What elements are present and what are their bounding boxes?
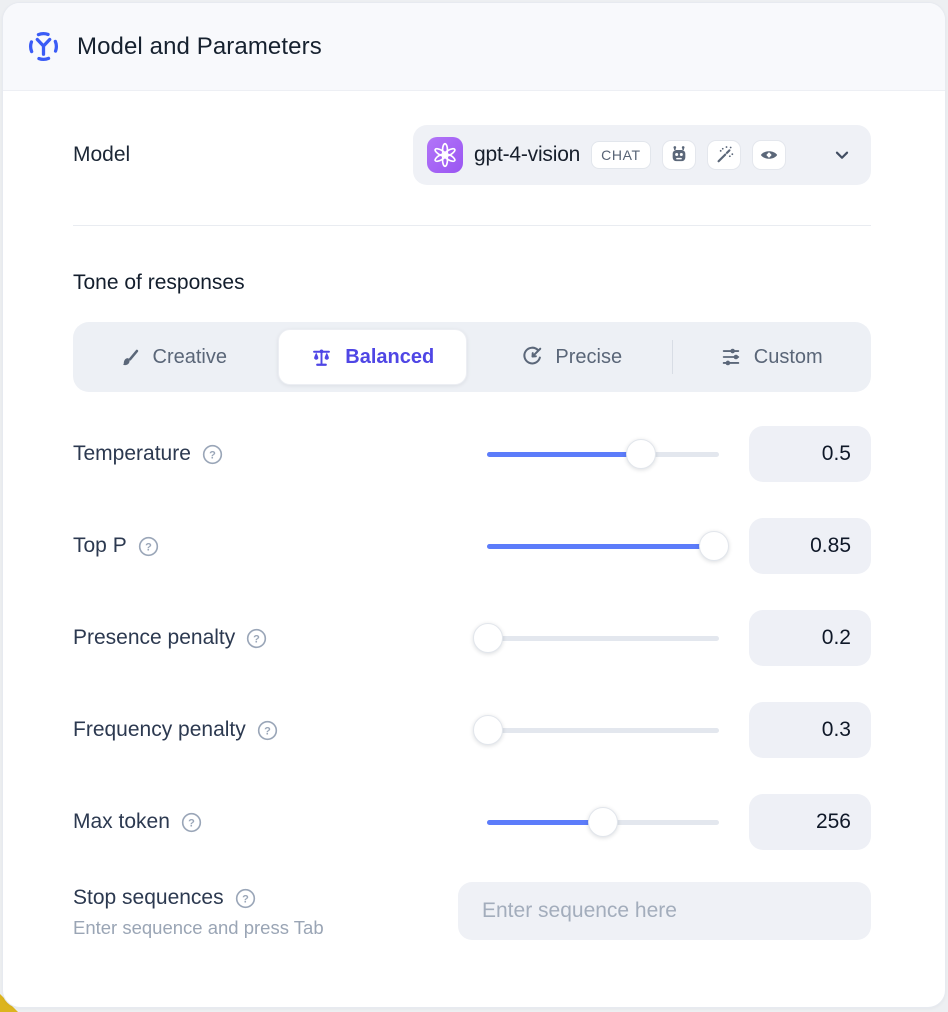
robot-icon — [661, 140, 696, 170]
tab-label: Precise — [555, 345, 623, 368]
stop-sequences-input[interactable] — [458, 882, 871, 940]
panel-header: Model and Parameters — [3, 3, 945, 91]
param-label: Presence penalty ? — [73, 626, 268, 650]
tab-balanced[interactable]: Balanced — [277, 329, 467, 385]
target-arrow-icon — [521, 346, 543, 368]
param-label-text: Presence penalty — [73, 626, 236, 649]
model-hub-icon — [27, 30, 60, 63]
tab-label: Custom — [753, 345, 823, 368]
param-label-text: Max token — [73, 810, 170, 833]
help-icon[interactable]: ? — [137, 535, 160, 558]
param-label: Max token ? — [73, 810, 203, 834]
param-row-max-token: Max token ? 256 — [73, 792, 871, 852]
help-icon[interactable]: ? — [180, 811, 203, 834]
tab-label: Balanced — [345, 345, 435, 368]
stop-sequences-helper: Enter sequence and press Tab — [73, 917, 324, 938]
param-value[interactable]: 0.2 — [749, 610, 871, 666]
param-slider[interactable] — [487, 807, 719, 837]
svg-text:?: ? — [209, 449, 216, 461]
param-label: Temperature ? — [73, 442, 224, 466]
slider-fill — [487, 543, 715, 549]
slider-track — [473, 623, 719, 653]
eye-icon — [751, 140, 786, 170]
openai-logo-icon — [427, 137, 463, 173]
model-label: Model — [73, 143, 131, 166]
param-label: Top P ? — [73, 534, 160, 558]
model-row: Model gpt-4-vision CH — [73, 125, 871, 185]
slider-fill — [487, 819, 603, 825]
stop-sequences-row: Stop sequences ? Enter sequence and pres… — [73, 882, 871, 940]
paintbrush-icon — [119, 346, 141, 368]
tab-label: Creative — [152, 345, 227, 368]
model-name: gpt-4-vision — [474, 143, 581, 166]
slider-thumb[interactable] — [626, 439, 657, 469]
slider-track — [473, 715, 719, 745]
param-slider[interactable] — [487, 439, 719, 469]
svg-text:?: ? — [264, 725, 271, 737]
svg-text:?: ? — [242, 893, 249, 905]
slider-track — [487, 439, 719, 469]
svg-text:?: ? — [188, 817, 195, 829]
param-row-frequency-penalty: Frequency penalty ? 0.3 — [73, 700, 871, 760]
param-label-text: Frequency penalty — [73, 718, 246, 741]
param-value[interactable]: 0.3 — [749, 702, 871, 758]
tab-custom[interactable]: Custom — [672, 322, 872, 392]
param-value[interactable]: 0.85 — [749, 518, 871, 574]
param-value[interactable]: 0.5 — [749, 426, 871, 482]
param-label: Frequency penalty ? — [73, 718, 279, 742]
stop-sequences-label-block: Stop sequences ? Enter sequence and pres… — [73, 882, 324, 940]
tab-divider — [671, 340, 673, 374]
help-icon[interactable]: ? — [256, 719, 279, 742]
param-value[interactable]: 256 — [749, 794, 871, 850]
balance-scale-icon — [310, 346, 333, 369]
param-label-text: Temperature — [73, 442, 191, 465]
slider-track — [487, 531, 730, 561]
param-label-text: Top P — [73, 534, 127, 557]
section-divider — [73, 225, 871, 226]
param-row-presence-penalty: Presence penalty ? 0.2 — [73, 608, 871, 668]
slider-fill — [487, 451, 642, 457]
tone-heading: Tone of responses — [73, 271, 245, 294]
chevron-down-icon — [831, 144, 853, 166]
param-row-top-p: Top P ? 0.85 — [73, 516, 871, 576]
magic-wand-icon — [706, 140, 741, 170]
help-icon[interactable]: ? — [201, 443, 224, 466]
stop-sequences-label: Stop sequences — [73, 886, 224, 909]
svg-text:?: ? — [253, 633, 260, 645]
param-slider[interactable] — [473, 715, 719, 745]
model-type-badge: CHAT — [591, 141, 651, 169]
tab-precise[interactable]: Precise — [472, 322, 672, 392]
param-slider[interactable] — [473, 623, 719, 653]
slider-thumb[interactable] — [473, 715, 504, 745]
param-slider[interactable] — [487, 531, 730, 561]
help-icon[interactable]: ? — [234, 887, 257, 910]
tone-tabs: Creative Balanced — [73, 322, 871, 392]
model-select[interactable]: gpt-4-vision CHAT — [413, 125, 871, 185]
panel-title: Model and Parameters — [77, 32, 322, 60]
svg-text:?: ? — [145, 541, 152, 553]
slider-thumb[interactable] — [699, 531, 730, 561]
param-row-temperature: Temperature ? 0.5 — [73, 424, 871, 484]
tab-creative[interactable]: Creative — [73, 322, 273, 392]
slider-thumb[interactable] — [588, 807, 618, 837]
help-icon[interactable]: ? — [245, 627, 268, 650]
slider-track — [487, 807, 719, 837]
adjustments-icon — [720, 346, 742, 368]
slider-thumb[interactable] — [473, 623, 504, 653]
